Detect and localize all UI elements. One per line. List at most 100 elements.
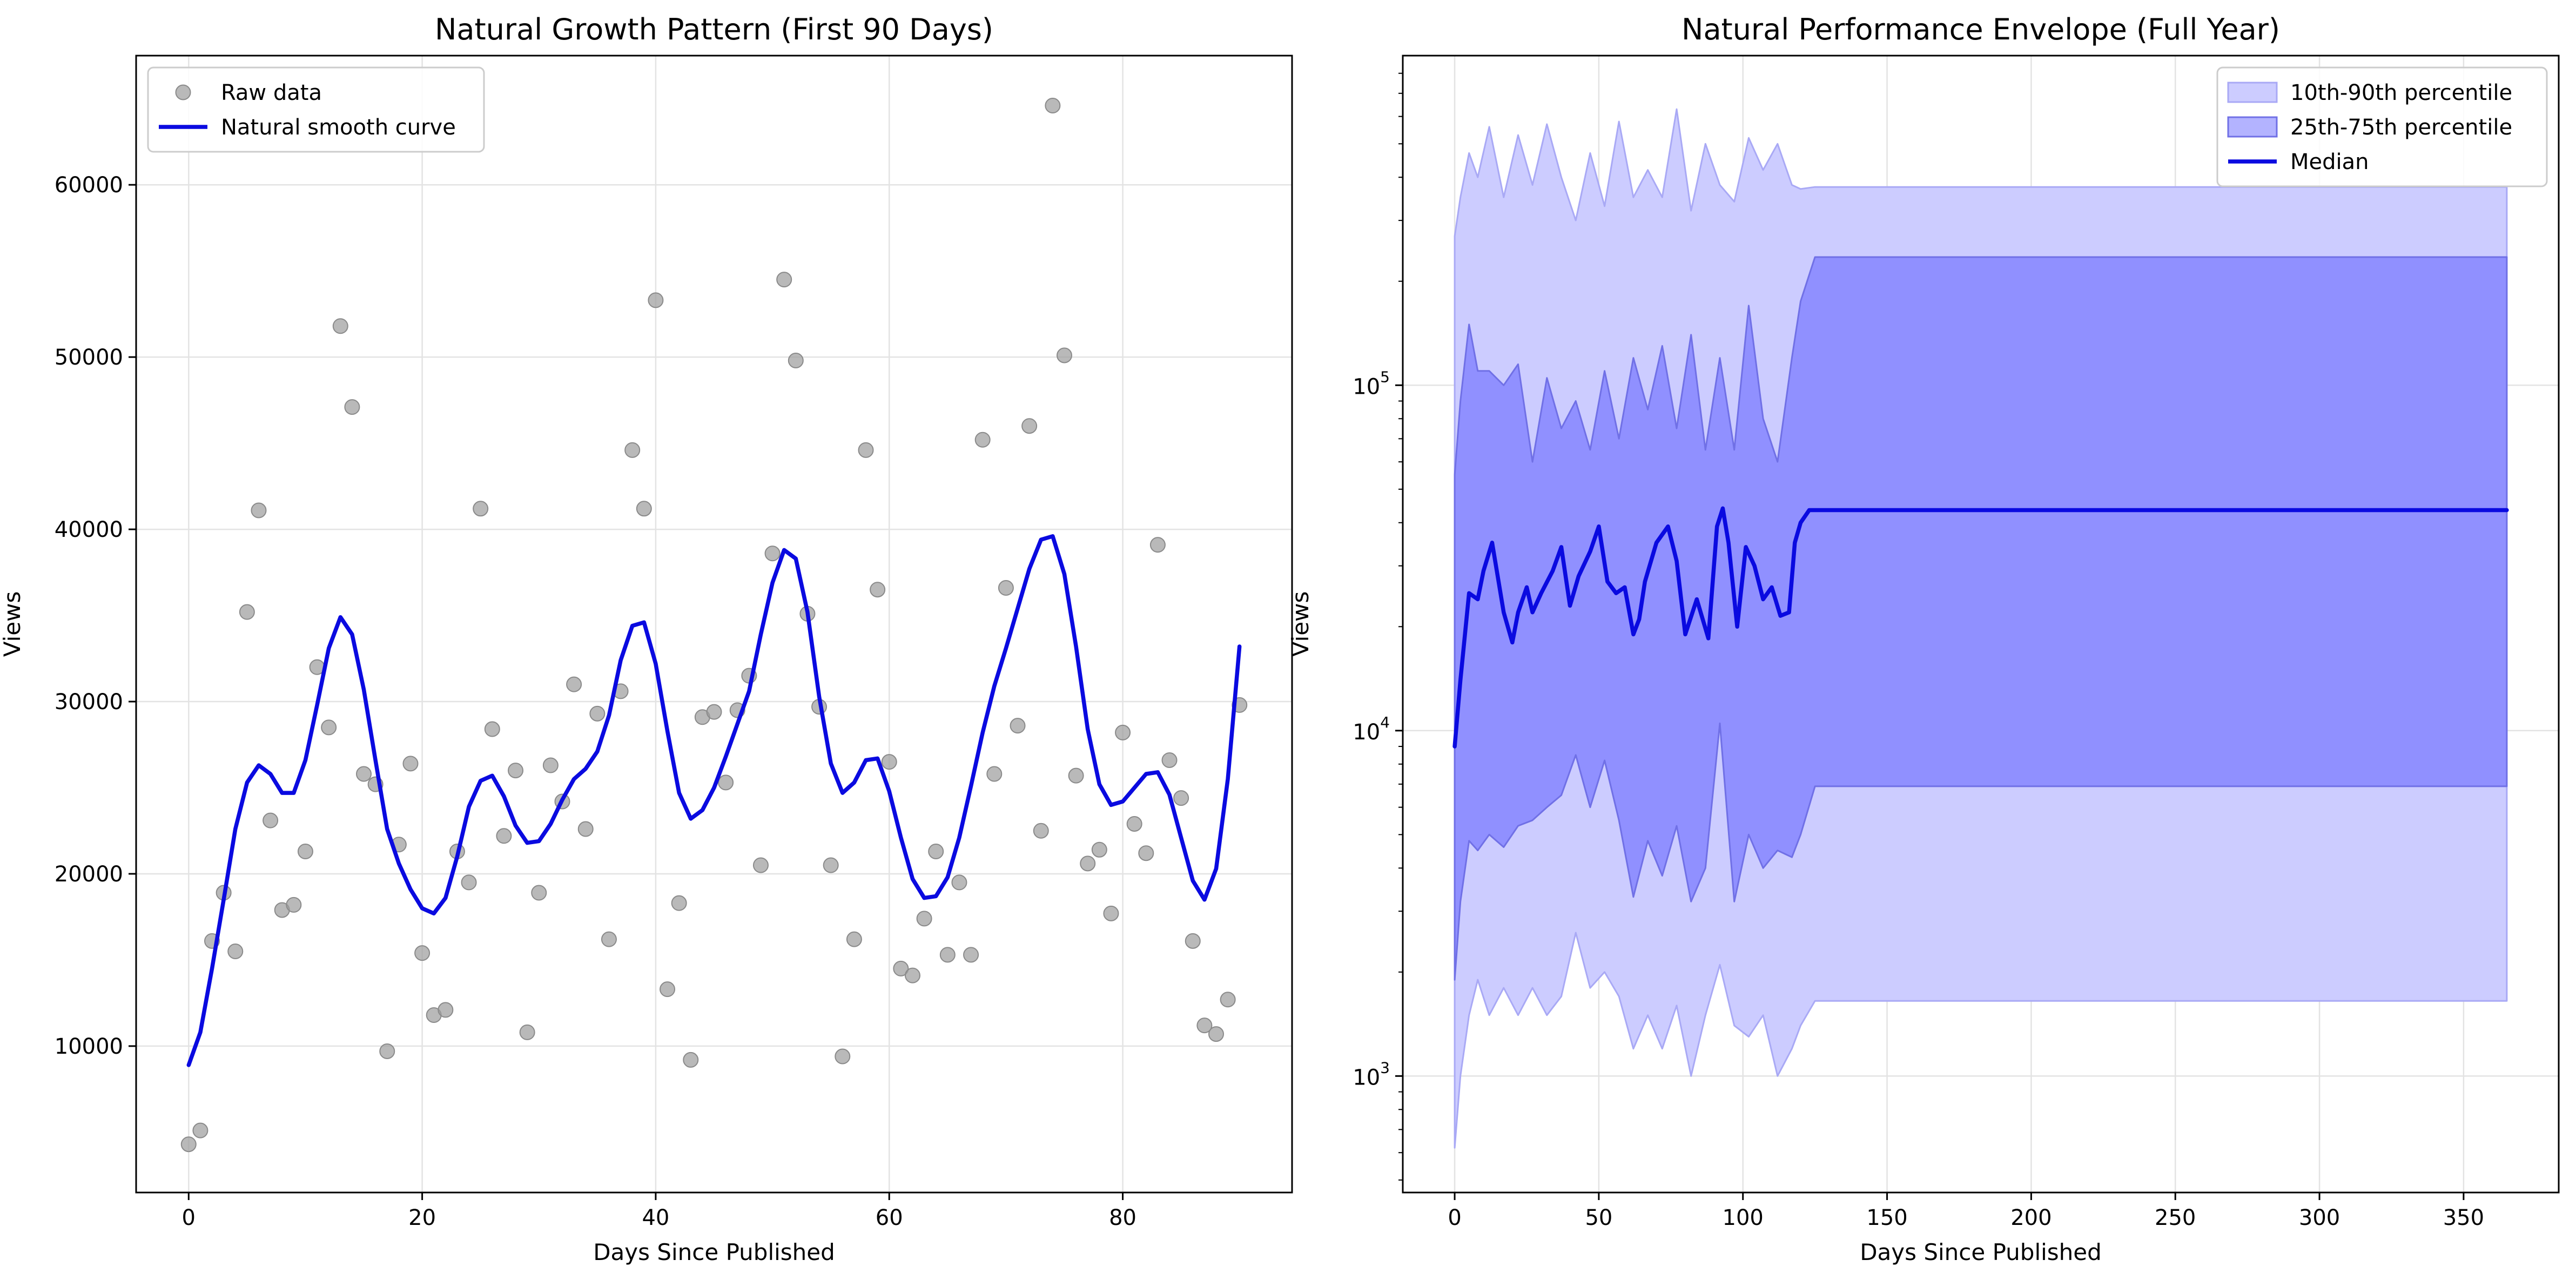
y-tick-label: 50000 — [55, 345, 123, 370]
data-point — [332, 318, 348, 334]
data-point — [1068, 767, 1084, 784]
legend-frame — [147, 66, 485, 153]
y-axis-label: Views — [1287, 591, 1314, 657]
y-tick-label: 103 — [1353, 1059, 1390, 1090]
axes-frame — [135, 55, 1293, 1194]
data-point — [251, 502, 267, 518]
legend-swatch-10-90 — [2227, 82, 2278, 103]
y-axis-label: Views — [0, 591, 25, 657]
data-point — [542, 757, 559, 773]
data-point — [356, 766, 372, 782]
legend-label-median: Median — [2290, 150, 2369, 174]
x-tick-label: 80 — [1109, 1205, 1136, 1230]
data-point — [577, 821, 594, 837]
legend: 10th-90th percentile 25th-75th percentile… — [2216, 66, 2548, 187]
data-point — [648, 292, 664, 308]
legend-label-smooth-curve: Natural smooth curve — [221, 115, 456, 140]
data-point — [1173, 790, 1189, 806]
data-point — [473, 501, 489, 517]
x-tick-label: 250 — [2155, 1205, 2196, 1230]
y-tick-label: 104 — [1353, 713, 1390, 745]
y-tick-label: 30000 — [55, 690, 123, 715]
chart-growth-pattern: 0 20 40 60 80 10000 20000 30000 40000 50000 60000 N… — [0, 12, 1293, 1265]
data-point — [1103, 905, 1119, 921]
data-point — [601, 931, 617, 947]
data-point — [1208, 1026, 1224, 1042]
x-tick-label: 200 — [2010, 1205, 2052, 1230]
data-point — [1126, 816, 1142, 832]
y-tick-exponent: 5 — [1380, 368, 1390, 386]
x-tick-label: 300 — [2299, 1205, 2340, 1230]
data-point — [496, 828, 512, 844]
y-tick-base: 10 — [1353, 374, 1380, 399]
data-point — [239, 604, 255, 620]
chart-title: Natural Growth Pattern (First 90 Days) — [435, 12, 993, 46]
data-point — [939, 947, 956, 963]
data-point — [683, 1052, 699, 1068]
data-point — [379, 1043, 395, 1059]
data-point — [904, 967, 920, 983]
data-point — [974, 432, 991, 448]
data-point — [776, 272, 792, 288]
legend-frame — [2216, 66, 2548, 187]
data-point — [660, 981, 676, 998]
data-point — [624, 442, 641, 458]
data-point — [1021, 418, 1038, 434]
data-point — [589, 705, 606, 722]
y-tick-exponent: 4 — [1380, 713, 1390, 731]
data-point — [414, 945, 431, 961]
x-axis-label: Days Since Published — [1860, 1239, 2102, 1265]
band-25-75-percentile — [1454, 256, 2508, 981]
data-point — [998, 580, 1014, 596]
data-point — [192, 1122, 208, 1138]
x-tick-label: 100 — [1723, 1205, 1764, 1230]
data-point — [1091, 841, 1107, 858]
data-point — [180, 1136, 197, 1153]
data-point — [1045, 97, 1061, 113]
axes-frame — [1402, 55, 2560, 1194]
data-point — [1056, 347, 1072, 363]
data-point — [823, 857, 839, 873]
plot-area — [180, 97, 1248, 1153]
x-tick-label: 0 — [1448, 1205, 1461, 1230]
data-point — [344, 399, 360, 415]
data-point — [1138, 845, 1154, 861]
x-tick-label: 60 — [876, 1205, 903, 1230]
data-point — [893, 960, 909, 976]
data-point — [764, 545, 781, 562]
data-point — [484, 721, 500, 737]
x-axis-label: Days Since Published — [593, 1239, 835, 1265]
x-tick-label: 40 — [642, 1205, 669, 1230]
series-median — [1452, 506, 2509, 749]
data-point — [1149, 537, 1166, 553]
data-point — [1185, 933, 1201, 949]
data-point — [870, 582, 886, 598]
data-point — [286, 897, 302, 913]
data-point — [531, 885, 547, 901]
data-point — [402, 756, 419, 772]
grid — [136, 56, 1292, 1193]
data-point — [461, 874, 477, 891]
data-point — [858, 442, 874, 458]
legend-label-raw-data: Raw data — [221, 80, 322, 105]
chart-title: Natural Performance Envelope (Full Year) — [1682, 12, 2280, 46]
data-point — [1010, 718, 1026, 734]
y-tick-label: 40000 — [55, 517, 123, 542]
plot-area — [1452, 108, 2509, 1149]
data-point — [1033, 823, 1049, 839]
legend: Raw data Natural smooth curve — [147, 66, 485, 153]
data-point — [321, 719, 337, 736]
series-smooth-curve — [186, 534, 1242, 1067]
data-point — [916, 911, 932, 927]
data-point — [227, 943, 244, 959]
data-point — [1161, 752, 1178, 768]
x-tick-label: 150 — [1866, 1205, 1907, 1230]
data-point — [1196, 1018, 1213, 1034]
data-point — [671, 895, 687, 911]
x-tick-label: 50 — [1585, 1205, 1612, 1230]
x-tick-label: 0 — [182, 1205, 196, 1230]
y-tick-base: 10 — [1353, 1065, 1380, 1090]
legend-swatch-25-75 — [2227, 116, 2278, 138]
